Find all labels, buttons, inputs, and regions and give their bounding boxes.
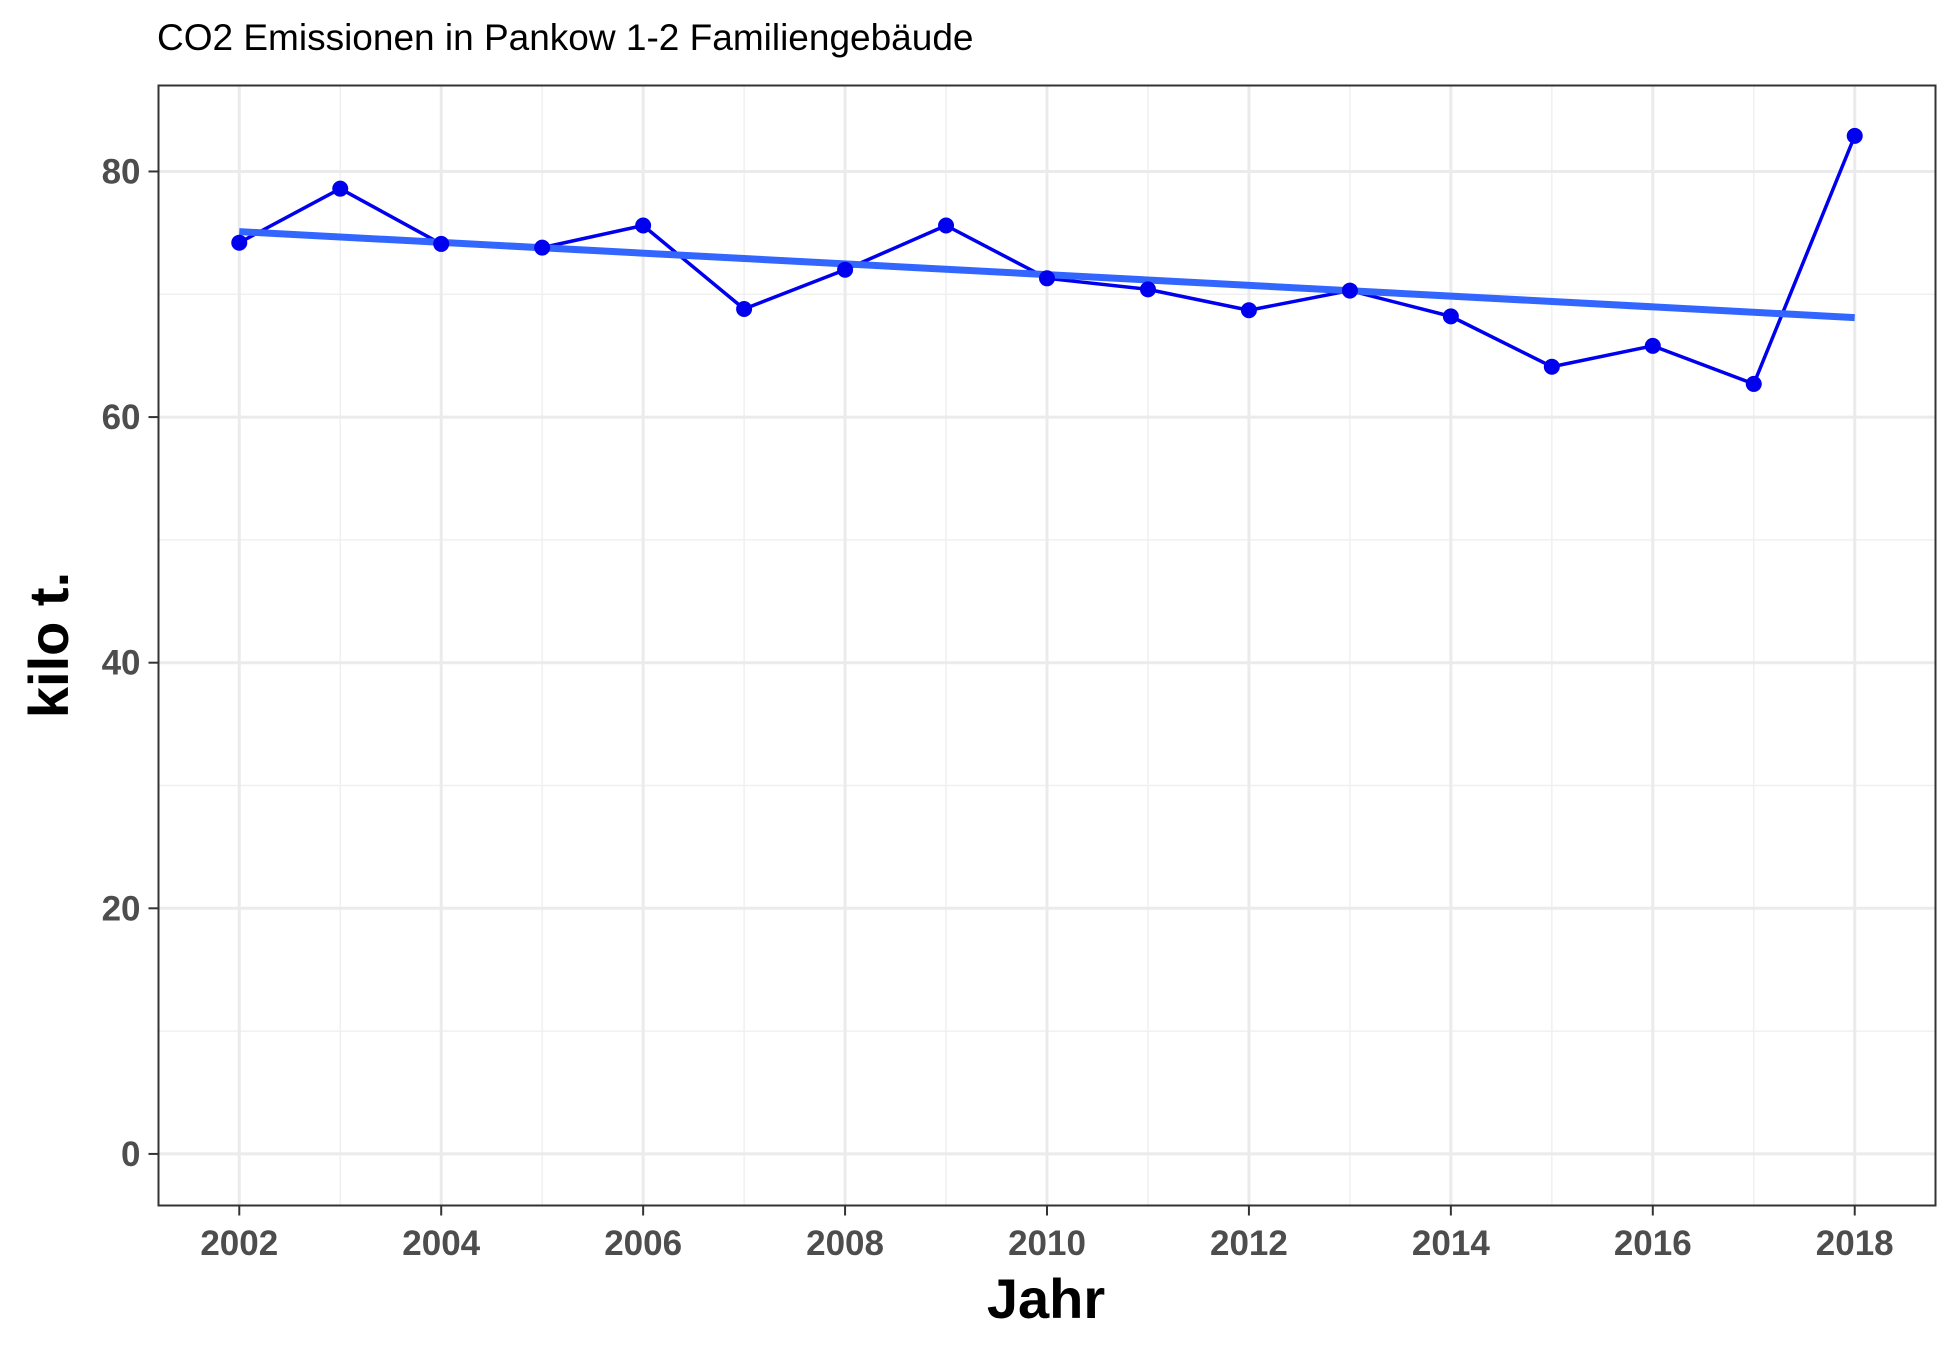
data-point: [1039, 270, 1055, 287]
y-tick-label: 20: [102, 889, 141, 928]
x-tick-label: 2010: [1008, 1224, 1086, 1263]
data-point: [534, 239, 551, 256]
x-tick-label: 2004: [402, 1224, 480, 1263]
y-axis: 0 20 40 60 80: [102, 152, 159, 1174]
y-tick-label: 80: [102, 152, 141, 191]
data-point: [433, 235, 450, 252]
x-tick-label: 2006: [604, 1224, 682, 1263]
x-tick-label: 2016: [1614, 1224, 1692, 1263]
data-point: [938, 217, 955, 234]
x-tick-label: 2008: [806, 1224, 884, 1263]
data-point: [837, 261, 854, 278]
data-point: [1644, 337, 1661, 354]
x-tick-label: 2012: [1210, 1224, 1288, 1263]
y-tick-label: 0: [121, 1135, 140, 1174]
data-point: [332, 180, 349, 197]
data-point: [736, 301, 753, 318]
x-axis: 2002 2004 2006 2008 2010 2012 2014 2016 2018: [200, 1205, 1894, 1263]
data-point: [1240, 302, 1257, 319]
data-point: [1139, 281, 1156, 298]
y-tick-label: 60: [102, 398, 141, 437]
x-tick-label: 2002: [200, 1224, 278, 1263]
data-point: [1543, 358, 1560, 375]
x-axis-title: Jahr: [987, 1267, 1105, 1330]
series-layer: [231, 127, 1863, 392]
chart-title: CO2 Emissionen in Pankow 1-2 Familiengeb…: [157, 17, 974, 58]
data-point: [1745, 375, 1762, 392]
data-point: [231, 234, 248, 251]
data-point: [1846, 127, 1863, 144]
grid-major: [158, 85, 1936, 1206]
data-point: [635, 217, 652, 234]
y-axis-title: kilo t.: [17, 572, 80, 718]
y-tick-label: 40: [102, 644, 141, 683]
data-point: [1341, 282, 1358, 299]
data-point: [1442, 308, 1459, 325]
x-tick-label: 2018: [1816, 1224, 1894, 1263]
x-tick-label: 2014: [1412, 1224, 1490, 1263]
